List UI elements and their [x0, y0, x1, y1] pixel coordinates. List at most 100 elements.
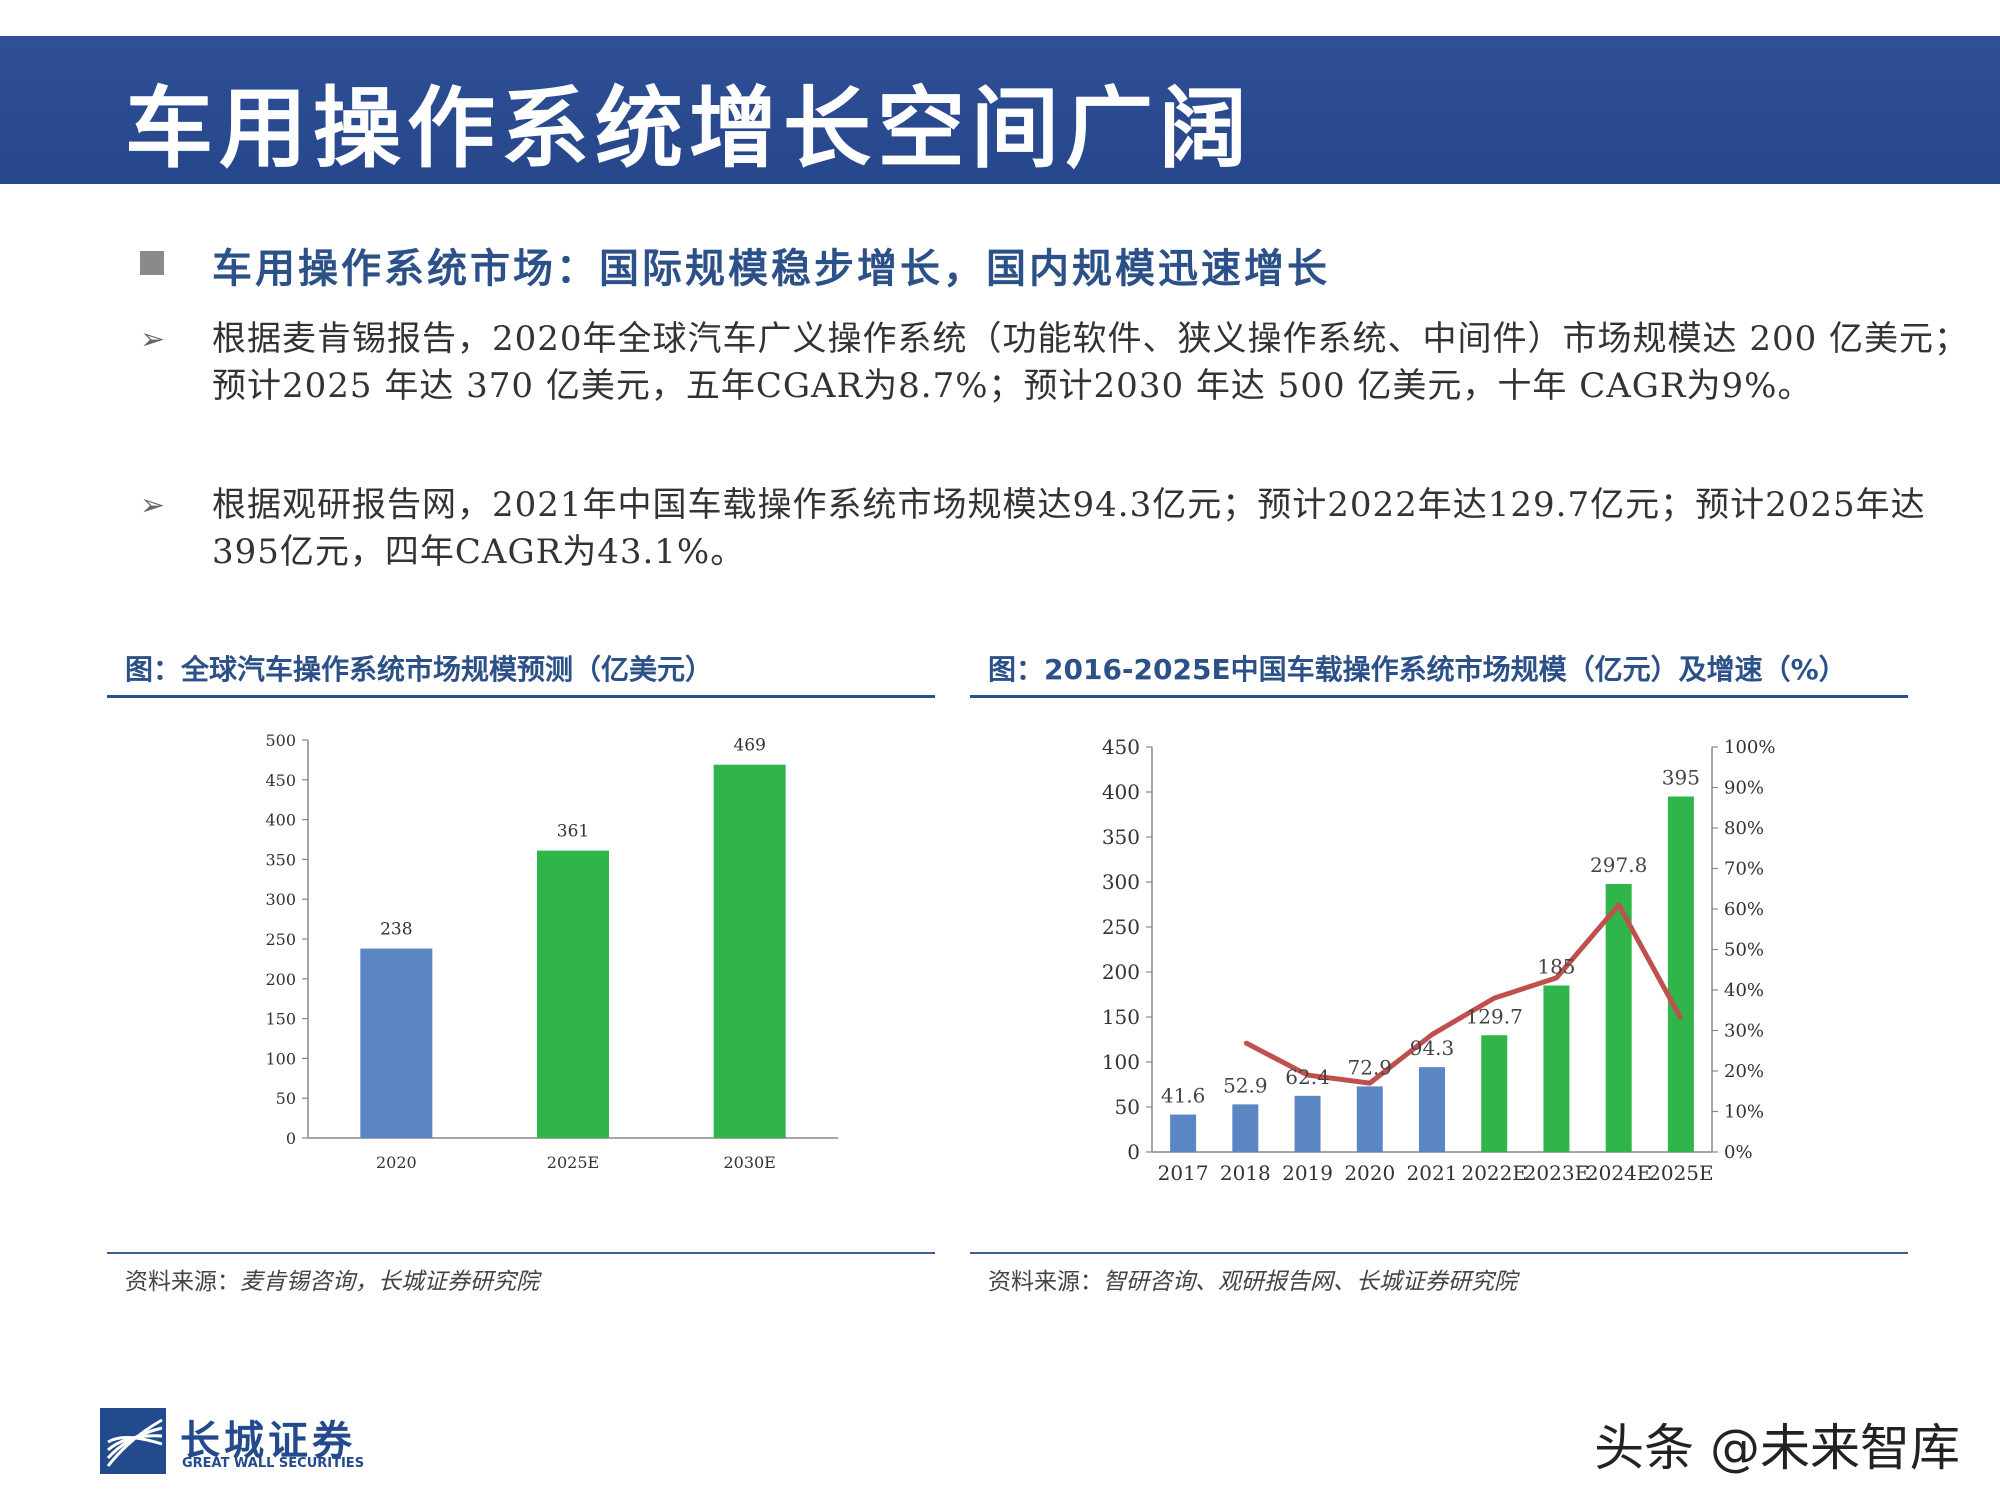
paragraph-1-text: 根据麦肯锡报告，2020年全球汽车广义操作系统（功能软件、狭义操作系统、中间件）… [212, 319, 1970, 406]
figure-2-bottom-rule [970, 1252, 1908, 1254]
growth-rate-point [1243, 1041, 1247, 1045]
y-tick-label: 200 [1102, 960, 1140, 984]
data-label: 238 [380, 920, 412, 940]
x-tick-label: 2030E [723, 1153, 775, 1172]
figure-2-source: 资料来源：智研咨询、观研报告网、长城证券研究院 [988, 1262, 1517, 1296]
bar [1294, 1095, 1321, 1152]
growth-rate-point [1306, 1073, 1310, 1077]
figure-1-top-rule [107, 695, 935, 698]
logo-mark-icon [100, 1408, 166, 1474]
x-tick-label: 2020 [1344, 1161, 1395, 1185]
section-heading-text: 车用操作系统市场：国际规模稳步增长，国内规模迅速增长 [212, 246, 1330, 292]
data-label: 185 [1537, 955, 1575, 979]
company-logo: 长城证券 GREAT WALL SECURITIES [100, 1408, 400, 1474]
bar [1481, 1035, 1508, 1152]
watermark: 头条 @未来智库 [1594, 1419, 1960, 1477]
logo-name-en: GREAT WALL SECURITIES [182, 1456, 365, 1471]
arrow-bullet-icon: ➢ [140, 488, 166, 523]
y-tick-label: 350 [1102, 825, 1140, 849]
growth-rate-line [1244, 902, 1684, 1086]
y2-tick-label: 90% [1724, 778, 1764, 799]
y-tick-label: 250 [265, 930, 296, 949]
y2-tick-label: 40% [1724, 980, 1764, 1001]
bar [360, 948, 433, 1138]
y-tick-label: 350 [265, 850, 296, 869]
y2-tick-label: 100% [1724, 737, 1775, 758]
x-tick-label: 2023E [1524, 1161, 1590, 1185]
y-tick-label: 400 [1102, 780, 1140, 804]
page-title: 车用操作系统增长空间广阔 [125, 77, 1254, 180]
x-tick-label: 2022E [1461, 1161, 1527, 1185]
growth-rate-point [1554, 976, 1558, 980]
growth-rate-point [1679, 1016, 1683, 1020]
y2-tick-label: 80% [1724, 818, 1764, 839]
y-tick-label: 100 [1102, 1050, 1140, 1074]
y2-tick-label: 60% [1724, 899, 1764, 920]
x-tick-label: 2019 [1282, 1161, 1333, 1185]
y2-tick-label: 50% [1724, 940, 1764, 961]
data-label: 94.3 [1410, 1036, 1455, 1060]
data-label: 62.4 [1285, 1065, 1330, 1089]
growth-rate-point [1368, 1081, 1372, 1085]
data-label: 297.8 [1590, 853, 1647, 877]
data-label: 129.7 [1466, 1004, 1523, 1028]
bar [1543, 985, 1570, 1152]
y-tick-label: 450 [1102, 735, 1140, 759]
china-market-combo-chart: 0 50 100 150 200 250 300 350 400 450 0% 10% 20% 30% 40… [1102, 735, 1776, 1185]
x-tick-label: 2018 [1220, 1161, 1271, 1185]
bar [537, 850, 609, 1138]
title-banner: 车用操作系统增长空间广阔 [0, 36, 2000, 184]
figure-1-bottom-rule [107, 1252, 935, 1254]
data-label: 395 [1662, 766, 1700, 790]
bar [1356, 1086, 1383, 1152]
y-tick-label: 200 [265, 970, 296, 989]
y-tick-label: 0 [1127, 1140, 1140, 1164]
x-tick-label: 2020 [376, 1153, 417, 1172]
y-tick-label: 450 [265, 771, 296, 790]
y-tick-label: 250 [1102, 915, 1140, 939]
source-text: 智研咨询、观研报告网、长城证券研究院 [1103, 1269, 1517, 1295]
x-tick-label: 2024E [1586, 1161, 1652, 1185]
x-tick-label: 2025E [547, 1153, 599, 1172]
y2-tick-label: 70% [1724, 859, 1764, 880]
bar [1419, 1067, 1445, 1152]
y-tick-label: 100 [265, 1049, 296, 1068]
y2-tick-label: 0% [1724, 1142, 1753, 1163]
y-tick-label: 150 [265, 1010, 296, 1029]
y-tick-label: 0 [286, 1129, 296, 1148]
source-text: 麦肯锡咨询，长城证券研究院 [240, 1269, 539, 1295]
y-tick-label: 300 [265, 890, 296, 909]
figure-2-caption: 图：2016-2025E中国车载操作系统市场规模（亿元）及增速（%） [988, 653, 1847, 686]
bar [1170, 1114, 1197, 1152]
logo-name-cn: 长城证券 [180, 1418, 356, 1464]
y-tick-label: 150 [1102, 1005, 1140, 1029]
growth-rate-point [1492, 996, 1496, 1000]
y-tick-label: 50 [276, 1089, 296, 1108]
x-tick-label: 2025E [1648, 1161, 1714, 1185]
x-tick-label: 2021 [1407, 1161, 1458, 1185]
source-label: 资料来源： [988, 1269, 1103, 1295]
global-market-bar-chart: 0 50 100 150 200 250 300 350 400 450 500 238 2020 361… [265, 731, 838, 1172]
bar [1605, 883, 1632, 1152]
figure-1-caption: 图：全球汽车操作系统市场规模预测（亿美元） [125, 653, 714, 686]
arrow-bullet-icon: ➢ [140, 322, 166, 357]
growth-rate-point [1430, 1033, 1434, 1037]
data-label: 41.6 [1161, 1084, 1206, 1108]
paragraph-2-text: 根据观研报告网，2021年中国车载操作系统市场规模达94.3亿元；预计2022年… [212, 485, 1926, 572]
y2-tick-label: 30% [1724, 1021, 1764, 1042]
data-label: 361 [557, 822, 589, 842]
square-bullet-icon [140, 251, 164, 275]
growth-rate-point [1617, 903, 1621, 907]
y2-tick-label: 20% [1724, 1061, 1764, 1082]
y-tick-label: 300 [1102, 870, 1140, 894]
bar [1232, 1104, 1259, 1152]
x-tick-label: 2017 [1158, 1161, 1209, 1185]
bar [713, 764, 786, 1138]
y2-tick-label: 10% [1724, 1102, 1764, 1123]
data-label: 469 [733, 736, 765, 756]
y-tick-label: 500 [265, 731, 296, 750]
data-label: 72.9 [1348, 1055, 1393, 1079]
figure-2-top-rule [970, 695, 1908, 698]
source-label: 资料来源： [125, 1269, 240, 1295]
figure-1-source: 资料来源：麦肯锡咨询，长城证券研究院 [125, 1262, 539, 1296]
